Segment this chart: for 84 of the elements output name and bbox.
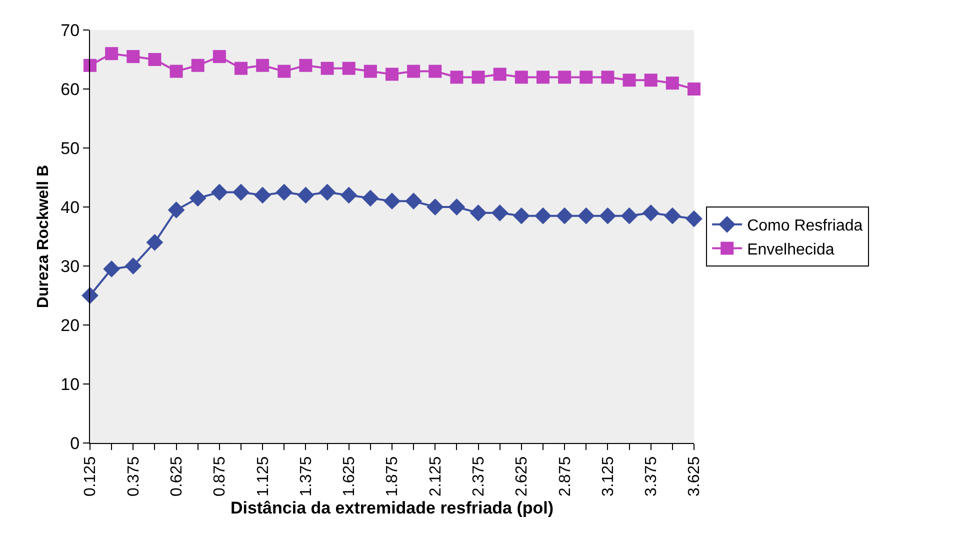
point [405,192,422,210]
point [448,198,466,216]
y-axis-title: Dureza Rockwell B [35,164,52,308]
y-tick-label: 50 [60,138,80,158]
point [84,58,96,72]
point [170,64,183,78]
point [536,70,550,84]
point [556,207,574,224]
point [386,68,398,81]
point [428,64,442,78]
point [642,204,660,222]
x-tick-label: 0.125 [82,456,100,496]
point [644,74,658,87]
point [666,76,679,90]
point [364,64,377,78]
point [278,64,291,78]
x-tick-label: 2.875 [556,456,574,496]
point [622,74,636,87]
y-tick-label: 60 [60,80,80,99]
legend-label: Envelhecida [747,241,834,258]
x-tick-label: 1.125 [254,456,272,496]
point [276,184,293,201]
point [168,202,185,218]
point [146,234,164,251]
point [362,190,379,207]
point [514,70,528,84]
point [191,58,204,72]
y-tick-label: 30 [60,256,80,276]
y-tick-label: 20 [60,316,80,335]
point [124,258,142,274]
y-tick-label: 0 [70,434,80,453]
x-tick-label: 0.875 [212,456,229,496]
point [558,70,572,84]
point [664,207,681,224]
point [407,64,420,78]
legend-label: Como Resfriada [747,218,863,235]
point [232,184,250,201]
point [126,50,140,64]
x-tick-label: 3.625 [686,456,704,496]
point [105,47,118,60]
point [320,62,334,75]
y-tick-label: 40 [60,198,80,217]
point [450,70,464,84]
point [297,186,314,204]
x-tick-label: 1.875 [384,456,402,496]
point [212,50,226,64]
point [210,184,228,201]
point [472,70,485,84]
point [534,207,552,224]
point [342,62,356,75]
point [189,190,206,207]
point [686,210,702,228]
point [620,207,638,224]
point [470,204,487,222]
point [601,70,614,84]
x-tick-label: 2.125 [427,456,444,496]
point [254,186,272,204]
point [578,207,595,224]
x-tick-label: 3.125 [600,456,617,496]
x-tick-label: 3.375 [643,456,660,496]
point [580,70,593,84]
point [491,204,508,222]
point [340,186,358,204]
x-tick-label: 0.375 [125,456,142,496]
x-tick-label: 0.625 [168,456,186,496]
x-tick-label: 1.375 [298,456,315,496]
point [384,192,400,210]
point [299,58,312,72]
x-tick-label: 1.625 [341,456,358,496]
point [426,198,444,216]
point [493,68,506,81]
x-tick-label: 2.625 [514,456,531,496]
point [256,58,270,72]
y-tick-label: 70 [60,20,80,40]
point [234,62,248,75]
point [599,207,616,224]
x-axis-title: Distância da extremidade resfriada (pol) [230,498,554,518]
point [512,207,530,224]
x-tick-label: 2.375 [470,456,488,496]
point [148,53,162,66]
point [318,184,336,201]
point [688,82,700,96]
point [103,260,120,278]
y-tick-label: 10 [60,374,80,394]
